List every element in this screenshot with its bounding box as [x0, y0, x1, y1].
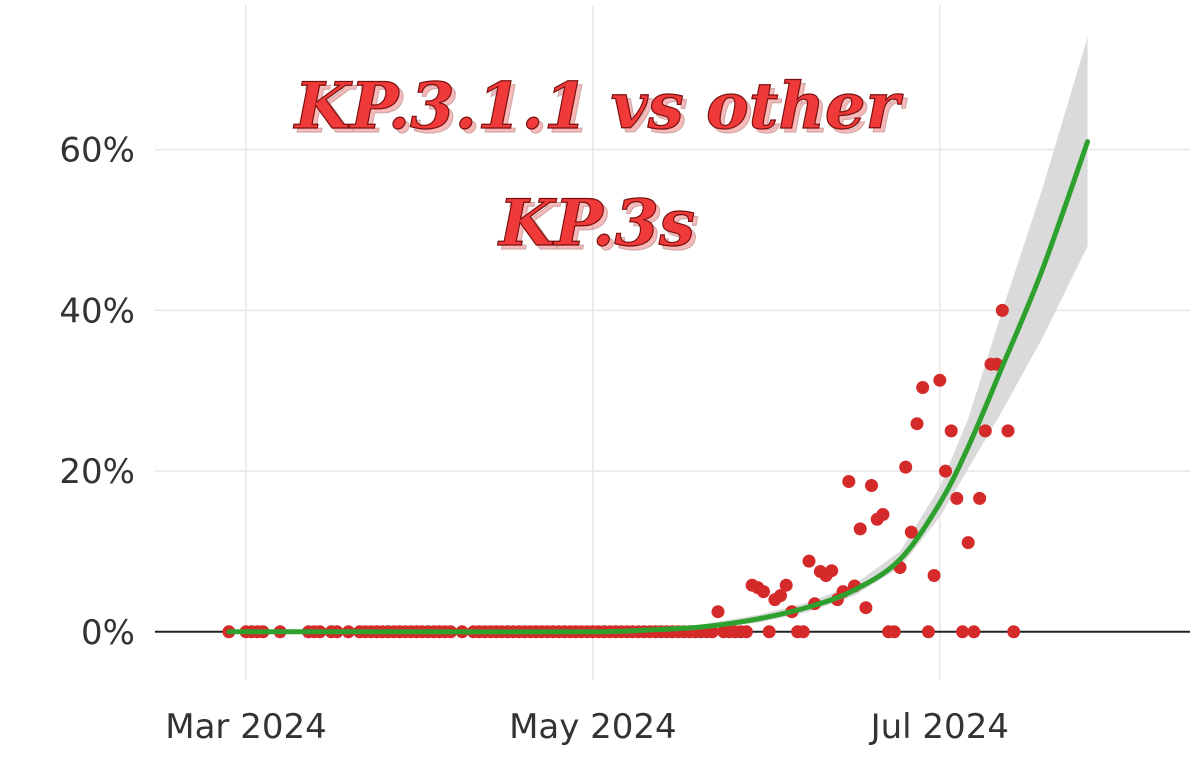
data-point-117	[961, 536, 975, 550]
data-point-85	[779, 578, 793, 592]
x-tick-label-2: Jul 2024	[869, 707, 1009, 747]
x-tick-label-0: Mar 2024	[165, 707, 326, 747]
data-point-109	[916, 381, 930, 394]
y-axis: 0% 20% 40% 60%	[59, 131, 135, 653]
title-line-1: KP.3s	[497, 186, 695, 261]
fit-line	[226, 139, 1091, 635]
y-tick-label-3: 60%	[59, 131, 135, 171]
data-point-115	[950, 491, 964, 505]
data-point-73	[711, 605, 725, 619]
data-point-78	[739, 625, 753, 639]
data-point-125	[1007, 625, 1021, 639]
data-point-93	[825, 564, 839, 578]
data-point-99	[859, 601, 873, 615]
data-point-100	[865, 479, 878, 492]
data-point-102	[876, 508, 890, 521]
data-point-113	[939, 464, 952, 478]
data-point-112	[933, 373, 947, 387]
x-axis: Mar 2024 May 2024 Jul 2024	[165, 707, 1009, 747]
grid	[155, 5, 1190, 680]
data-point-98	[853, 522, 867, 536]
y-tick-label-2: 40%	[59, 291, 135, 331]
data-point-81	[757, 585, 770, 599]
data-point-119	[973, 491, 987, 505]
y-tick-label-1: 20%	[59, 452, 135, 492]
data-point-111	[927, 569, 941, 582]
data-point-124	[1001, 424, 1015, 438]
data-point-104	[887, 625, 901, 639]
data-point-116	[956, 625, 969, 639]
data-point-96	[842, 475, 856, 488]
data-point-106	[899, 460, 913, 474]
title-line-0: KP.3.1.1 vs other	[293, 69, 904, 144]
data-point-107	[904, 525, 918, 539]
data-point-82	[762, 625, 776, 639]
data-point-110	[921, 625, 935, 639]
data-point-123	[995, 303, 1009, 317]
data-point-108	[910, 417, 924, 431]
x-tick-label-1: May 2024	[509, 707, 677, 747]
data-point-114	[944, 424, 958, 438]
data-point-118	[967, 625, 981, 639]
title-shadow-1: KP.3s	[501, 190, 699, 265]
y-tick-label-0: 0%	[81, 613, 135, 653]
data-point-89	[802, 554, 816, 568]
data-point-120	[978, 424, 992, 438]
data-point-88	[796, 625, 810, 639]
data-point-84	[774, 589, 787, 603]
title-shadow-0: KP.3.1.1 vs other	[297, 73, 908, 148]
